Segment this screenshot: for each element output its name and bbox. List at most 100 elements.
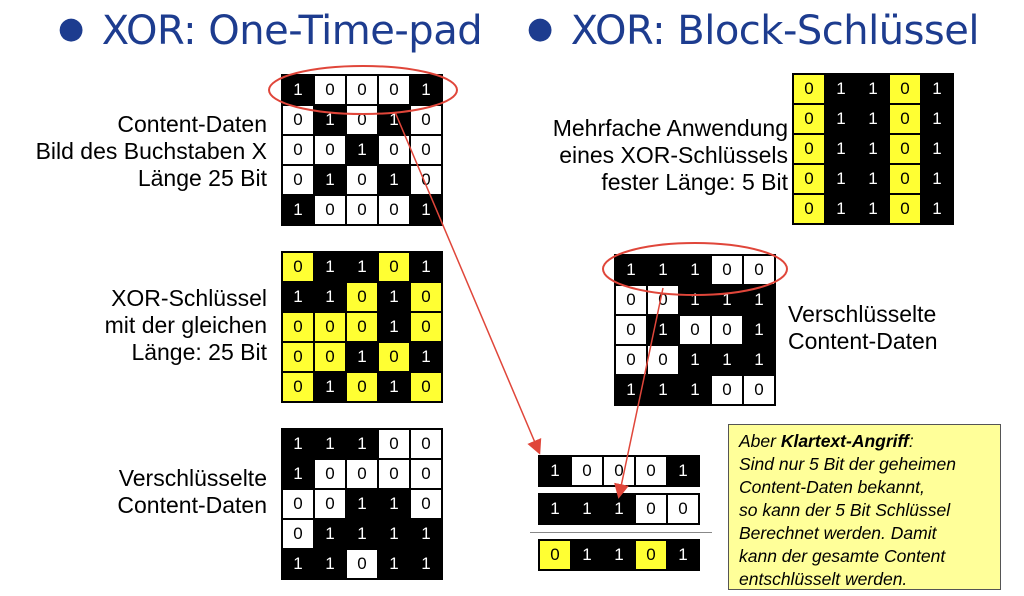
bit-cell: 0: [793, 164, 825, 194]
bit-cell: 0: [314, 195, 346, 225]
bit-cell: 0: [282, 135, 314, 165]
bit-cell: 1: [571, 494, 603, 524]
bit-cell: 0: [410, 105, 442, 135]
note-bold: Klartext-Angriff: [780, 431, 909, 451]
bit-cell: 1: [282, 195, 314, 225]
bit-cell: 0: [282, 252, 314, 282]
xor-divider: [530, 532, 712, 533]
bit-cell: 1: [825, 74, 857, 104]
bit-cell: 1: [282, 282, 314, 312]
bit-cell: 0: [743, 375, 775, 405]
bullet-icon: ●: [58, 11, 84, 46]
title-block-key: ● XOR: Block-Schlüssel: [527, 8, 980, 54]
bit-cell: 0: [314, 135, 346, 165]
bit-cell: 0: [793, 104, 825, 134]
bit-cell: 1: [679, 285, 711, 315]
bit-cell: 1: [410, 252, 442, 282]
bit-cell: 0: [615, 345, 647, 375]
bit-cell: 1: [571, 540, 603, 570]
bit-cell: 0: [410, 429, 442, 459]
note-line: kann der gesamte Content: [739, 546, 946, 566]
bit-cell: 0: [711, 315, 743, 345]
note-suffix: :: [908, 431, 914, 451]
note-line: so kann der 5 Bit Schlüssel: [739, 500, 951, 520]
bit-cell: 1: [667, 540, 699, 570]
bit-cell: 1: [314, 165, 346, 195]
bit-cell: 0: [615, 285, 647, 315]
bit-cell: 0: [346, 75, 378, 105]
bit-cell: 1: [378, 105, 410, 135]
bit-cell: 1: [346, 489, 378, 519]
bit-cell: 0: [647, 345, 679, 375]
bit-cell: 0: [314, 342, 346, 372]
bit-cell: 0: [635, 494, 667, 524]
bit-cell: 1: [825, 104, 857, 134]
title-text: XOR: One-Time-pad: [101, 8, 483, 54]
bit-cell: 0: [615, 315, 647, 345]
encrypted-label: Verschlüsselte Content-Daten: [117, 465, 267, 519]
bit-cell: 0: [378, 429, 410, 459]
bit-cell: 1: [857, 164, 889, 194]
bit-cell: 1: [857, 104, 889, 134]
label-line: Content-Daten: [117, 111, 267, 137]
bit-cell: 0: [378, 342, 410, 372]
label-line: fester Länge: 5 Bit: [601, 169, 788, 195]
bit-cell: 0: [282, 312, 314, 342]
bit-cell: 0: [539, 540, 571, 570]
bit-cell: 1: [603, 494, 635, 524]
note-line: Sind nur 5 Bit der geheimen: [739, 454, 956, 474]
label-line: Verschlüsselte: [788, 301, 937, 327]
bit-cell: 0: [571, 456, 603, 486]
bit-cell: 0: [889, 164, 921, 194]
bit-cell: 1: [679, 375, 711, 405]
block-encrypted-label: Verschlüsselte Content-Daten: [788, 301, 938, 355]
bit-cell: 1: [378, 489, 410, 519]
bit-cell: 1: [346, 342, 378, 372]
bit-cell: 1: [410, 195, 442, 225]
label-line: Content-Daten: [788, 328, 938, 354]
bit-cell: 1: [314, 252, 346, 282]
bit-cell: 1: [711, 285, 743, 315]
note-prefix: Aber: [739, 431, 781, 451]
content-label: Content-Daten Bild des Buchstaben X Läng…: [36, 111, 267, 192]
note-line: Berechnet werden. Damit: [739, 523, 937, 543]
title-one-time-pad: ● XOR: One-Time-pad: [58, 8, 483, 54]
bit-cell: 0: [346, 105, 378, 135]
bit-cell: 1: [921, 74, 953, 104]
bit-cell: 1: [378, 549, 410, 579]
bit-cell: 1: [647, 255, 679, 285]
bit-cell: 0: [346, 312, 378, 342]
bit-cell: 1: [539, 494, 571, 524]
bit-cell: 0: [314, 312, 346, 342]
bit-cell: 1: [378, 165, 410, 195]
bit-cell: 1: [743, 315, 775, 345]
bit-cell: 0: [282, 165, 314, 195]
bit-cell: 1: [615, 375, 647, 405]
bit-cell: 0: [346, 282, 378, 312]
bit-cell: 1: [410, 519, 442, 549]
bit-cell: 1: [378, 312, 410, 342]
bit-cell: 0: [679, 315, 711, 345]
bit-cell: 0: [635, 456, 667, 486]
bit-cell: 1: [410, 342, 442, 372]
bit-cell: 1: [378, 519, 410, 549]
bit-cell: 0: [743, 255, 775, 285]
bit-cell: 0: [378, 135, 410, 165]
bit-cell: 1: [282, 459, 314, 489]
bit-cell: 1: [743, 285, 775, 315]
bit-cell: 1: [410, 75, 442, 105]
bit-cell: 1: [378, 282, 410, 312]
label-line: Content-Daten: [117, 492, 267, 518]
bit-cell: 0: [410, 489, 442, 519]
block-key-label: Mehrfache Anwendung eines XOR-Schlüssels…: [553, 115, 788, 196]
title-text: XOR: Block-Schlüssel: [570, 8, 980, 54]
bit-cell: 1: [314, 519, 346, 549]
bit-cell: 1: [743, 345, 775, 375]
bit-cell: 0: [282, 519, 314, 549]
